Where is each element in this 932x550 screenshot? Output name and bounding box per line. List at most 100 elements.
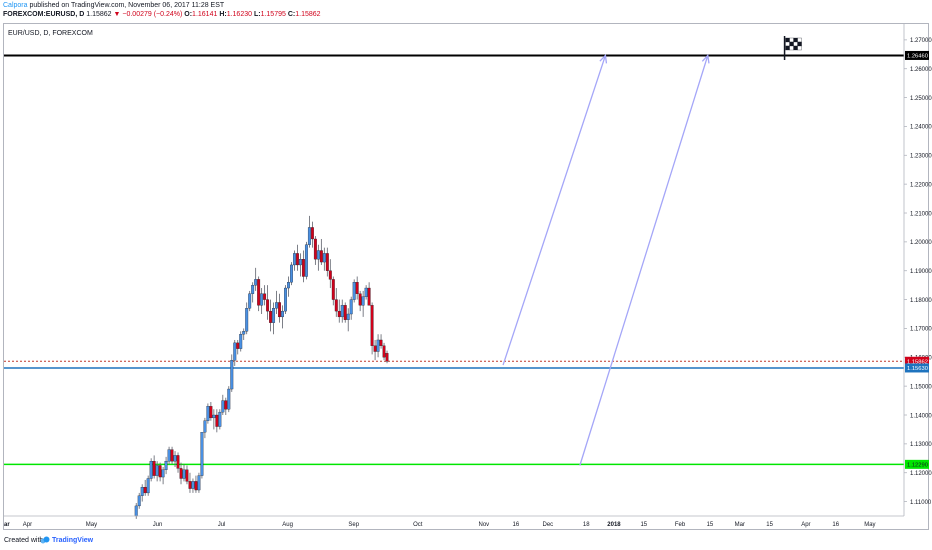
y-tick-label: 1.18000 <box>910 298 932 304</box>
x-tick-label: May <box>864 522 875 528</box>
candle-body <box>221 400 225 413</box>
close-value: 1.15862 <box>295 11 321 18</box>
candle <box>221 394 225 416</box>
candle <box>373 339 377 361</box>
y-tick-label: 1.21000 <box>910 211 932 217</box>
candle <box>188 472 192 493</box>
x-tick-label: Jul <box>218 522 226 528</box>
y-tick-label: 1.25000 <box>910 96 932 102</box>
candle <box>352 279 356 303</box>
author-link[interactable]: Calpora <box>3 2 28 9</box>
candle <box>209 402 213 421</box>
candle <box>236 339 240 355</box>
price-change: ▼ −0.00279 (−0.24%) <box>113 11 183 18</box>
price-axis-label: 1.26460 <box>905 50 929 60</box>
chart-legend: EUR/USD, D, FOREXCOM <box>8 30 93 37</box>
candle <box>212 409 216 430</box>
candle-body <box>301 259 305 277</box>
candle-body <box>379 339 383 346</box>
low-label: L: <box>253 11 261 18</box>
candle <box>182 464 186 482</box>
candle-body <box>161 469 165 478</box>
y-tick-label: 1.15000 <box>910 384 932 390</box>
candle-body <box>245 308 249 332</box>
candle-body <box>313 238 317 260</box>
flag-check <box>789 45 794 51</box>
x-tick-label: Nov <box>479 522 490 528</box>
x-tick-label: Oct <box>413 522 423 528</box>
arrow-head <box>701 54 710 64</box>
y-tick-label: 1.12000 <box>910 471 932 477</box>
candle-body <box>242 331 246 335</box>
candle <box>313 236 317 265</box>
candle-body <box>209 406 213 419</box>
y-tick-label: 1.14000 <box>910 413 932 419</box>
candle-body <box>307 227 311 245</box>
created-with-text: Created with <box>4 537 44 544</box>
candle-body <box>281 310 284 318</box>
candle-body <box>176 455 180 469</box>
candle-body <box>358 293 362 306</box>
candle-body <box>233 342 237 361</box>
chart-frame[interactable] <box>3 23 929 530</box>
price-label-bg <box>905 459 929 469</box>
candle-body <box>155 465 159 476</box>
candle-body <box>218 411 222 427</box>
candle <box>358 290 362 312</box>
candle-body <box>361 296 365 306</box>
candle <box>251 282 255 303</box>
publish-text: published on TradingView.com, November 0… <box>29 2 225 9</box>
candle <box>233 339 237 366</box>
price-label-bg <box>905 356 929 366</box>
x-tick-label: Sep <box>348 522 359 528</box>
candle <box>257 276 261 312</box>
candle <box>134 503 138 519</box>
flag-check <box>789 41 794 47</box>
flag-check <box>797 45 802 51</box>
candle <box>296 244 299 271</box>
candle <box>179 462 183 485</box>
candle <box>343 302 347 323</box>
candle <box>272 302 276 335</box>
tradingview-brand[interactable]: TradingView <box>52 537 94 544</box>
candle <box>230 354 234 392</box>
flag-check <box>793 45 798 51</box>
candle <box>164 456 168 475</box>
finish-flag-icon <box>783 36 802 60</box>
close-label: C: <box>287 11 296 18</box>
candle <box>170 446 174 465</box>
candle-body <box>310 227 314 240</box>
candle <box>367 282 371 306</box>
candle-body <box>194 481 198 491</box>
candle <box>310 221 314 248</box>
flag-check <box>797 37 802 43</box>
candle-body <box>296 253 299 266</box>
price-label-bg <box>905 363 929 373</box>
candle-body <box>263 293 267 300</box>
candle-body <box>185 469 189 482</box>
candle-body <box>298 259 302 266</box>
candle <box>298 253 302 277</box>
candle <box>242 328 246 340</box>
candle-body <box>182 469 186 479</box>
low-value: 1.15795 <box>260 11 286 18</box>
candle <box>227 386 231 413</box>
candle-body <box>257 279 261 306</box>
candle-body <box>170 449 174 462</box>
candle-body <box>337 310 341 318</box>
candle-body <box>158 465 162 478</box>
x-tick-label: May <box>86 522 97 528</box>
candle-body <box>254 279 258 286</box>
candle-body <box>328 270 332 280</box>
price-axis-label: 1.12290 <box>905 459 929 469</box>
candle <box>316 244 320 271</box>
candle <box>331 276 335 306</box>
candle <box>260 288 264 315</box>
candle-body <box>325 253 329 271</box>
candle <box>340 299 344 323</box>
x-tick-label: 15 <box>707 522 714 528</box>
candle <box>155 461 159 482</box>
x-tick-label: 15 <box>766 522 773 528</box>
candle-body <box>275 302 279 309</box>
